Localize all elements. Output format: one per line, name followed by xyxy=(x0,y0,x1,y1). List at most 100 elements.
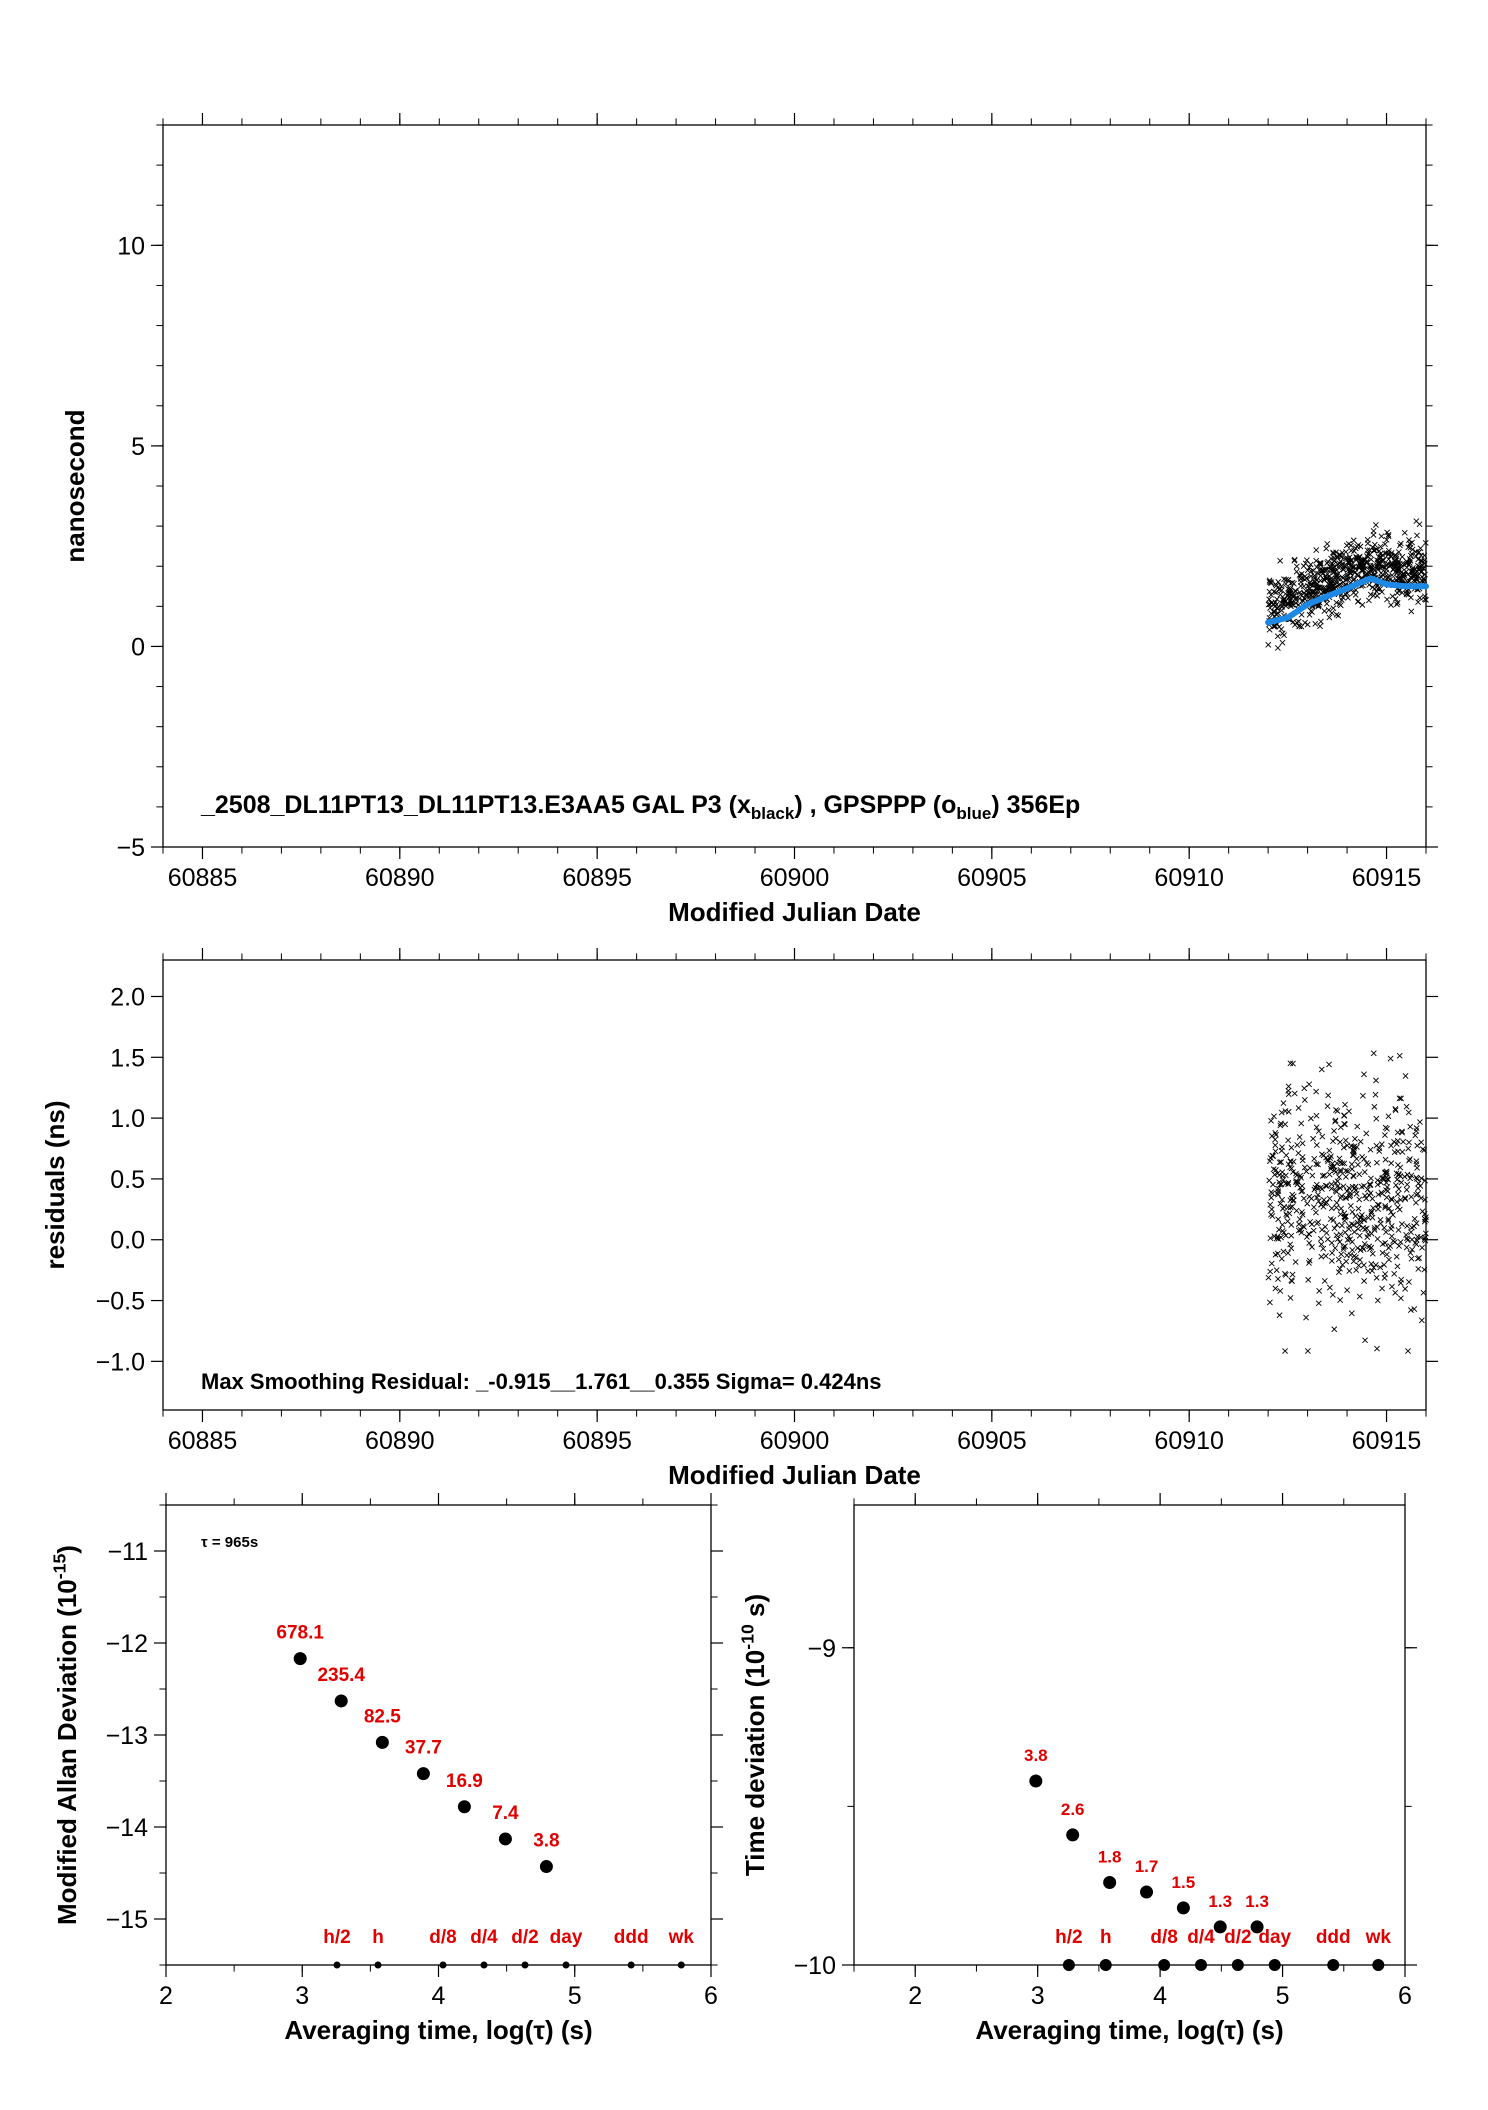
residual-point xyxy=(1338,1251,1345,1258)
data-point xyxy=(1266,588,1273,595)
point-label: 1.5 xyxy=(1172,1873,1196,1892)
residual-point xyxy=(1354,1219,1361,1226)
residual-point xyxy=(1289,1203,1296,1210)
residual-point xyxy=(1344,1168,1351,1175)
period-marker-label: ddd xyxy=(614,1927,649,1948)
x-tick-label: 2 xyxy=(908,1982,922,2010)
data-point xyxy=(1408,551,1415,557)
residual-point xyxy=(1318,1066,1325,1073)
data-point xyxy=(1378,570,1385,576)
residual-point xyxy=(1266,1299,1273,1306)
residual-point xyxy=(1345,1233,1352,1240)
residual-point xyxy=(1279,1228,1286,1234)
data-point xyxy=(1374,563,1381,569)
residual-point xyxy=(1385,1113,1392,1120)
residual-point xyxy=(1287,1204,1294,1211)
data-point xyxy=(1275,610,1282,617)
residual-point xyxy=(1290,1193,1297,1200)
x-tick-label: 60910 xyxy=(1154,1427,1224,1455)
residual-point xyxy=(1344,1142,1351,1149)
residual-point xyxy=(1391,1149,1398,1156)
residual-point xyxy=(1287,1295,1294,1301)
residual-point xyxy=(1309,1172,1316,1179)
period-marker xyxy=(1327,1959,1340,1971)
point-label: 1.7 xyxy=(1135,1857,1159,1876)
residual-point xyxy=(1391,1270,1398,1277)
data-point xyxy=(1296,595,1303,602)
x-tick-label: 3 xyxy=(295,1982,309,2010)
residual-point xyxy=(1318,1241,1325,1248)
residual-point xyxy=(1305,1276,1312,1283)
residual-point xyxy=(1382,1124,1389,1131)
data-point xyxy=(1274,633,1281,640)
residual-point xyxy=(1377,1264,1384,1271)
residual-point xyxy=(1307,1219,1314,1225)
title-part: ) , GPSPPP (o xyxy=(794,791,956,819)
x-tick-label: 6 xyxy=(704,1982,718,2010)
residual-point xyxy=(1344,1287,1351,1294)
residual-point xyxy=(1313,1124,1320,1131)
residual-point xyxy=(1314,1194,1320,1201)
residual-point xyxy=(1397,1280,1404,1286)
residual-point xyxy=(1353,1155,1360,1162)
residual-point xyxy=(1280,1100,1287,1107)
residual-point xyxy=(1395,1186,1402,1193)
point-label: 235.4 xyxy=(317,1665,365,1686)
residual-point xyxy=(1378,1141,1385,1148)
data-point xyxy=(1278,604,1285,611)
data-point xyxy=(1321,608,1328,614)
residual-point xyxy=(1400,1138,1407,1145)
data-point xyxy=(1303,557,1310,564)
residual-point xyxy=(1316,1288,1323,1294)
data-point xyxy=(1352,545,1359,552)
residual-point xyxy=(1368,1208,1375,1215)
deviation-point xyxy=(1029,1774,1043,1788)
data-point xyxy=(1339,566,1346,573)
data-point xyxy=(1272,589,1279,596)
residual-point xyxy=(1296,1134,1303,1140)
data-point xyxy=(1285,590,1292,597)
residual-point xyxy=(1331,1127,1337,1134)
residual-point xyxy=(1326,1284,1333,1291)
data-point xyxy=(1287,585,1294,592)
residual-point xyxy=(1413,1174,1420,1181)
residual-point xyxy=(1346,1268,1353,1274)
x-tick-label: 4 xyxy=(1153,1982,1167,2010)
residual-point xyxy=(1371,1103,1378,1110)
data-point xyxy=(1385,547,1392,554)
residual-point xyxy=(1324,1158,1331,1165)
residual-point xyxy=(1325,1092,1332,1099)
residual-point xyxy=(1313,1161,1320,1168)
data-point xyxy=(1338,597,1345,603)
residual-point xyxy=(1288,1232,1295,1239)
residual-point xyxy=(1364,1234,1371,1241)
data-point xyxy=(1395,549,1402,555)
residual-point xyxy=(1403,1103,1410,1110)
residual-point xyxy=(1328,1181,1335,1188)
data-point xyxy=(1306,590,1312,597)
plot-frame xyxy=(162,959,1427,1411)
residual-point xyxy=(1422,1237,1429,1244)
residual-point xyxy=(1278,1234,1284,1241)
residual-point xyxy=(1334,1221,1340,1228)
residual-point xyxy=(1332,1169,1339,1176)
residual-point xyxy=(1396,1095,1403,1102)
residual-point xyxy=(1328,1163,1335,1170)
residual-point xyxy=(1337,1167,1344,1173)
residual-point xyxy=(1299,1140,1306,1147)
y-axis-label-end: s) xyxy=(740,1594,770,1624)
data-point xyxy=(1340,564,1347,570)
deviation-point xyxy=(293,1652,307,1666)
data-point xyxy=(1281,596,1288,603)
point-label: 1.8 xyxy=(1098,1848,1122,1867)
title-part: ) 356Ep xyxy=(991,791,1080,819)
y-tick-label: 1.0 xyxy=(110,1105,145,1133)
y-axis-label-text: Time deviation (10 xyxy=(740,1650,770,1876)
deviation-point xyxy=(416,1767,430,1781)
data-point xyxy=(1336,601,1343,607)
data-point xyxy=(1383,569,1390,576)
residual-point xyxy=(1287,1060,1294,1067)
x-tick-label: 5 xyxy=(1276,1982,1290,2010)
residual-point xyxy=(1311,1155,1318,1162)
residual-point xyxy=(1272,1285,1279,1292)
